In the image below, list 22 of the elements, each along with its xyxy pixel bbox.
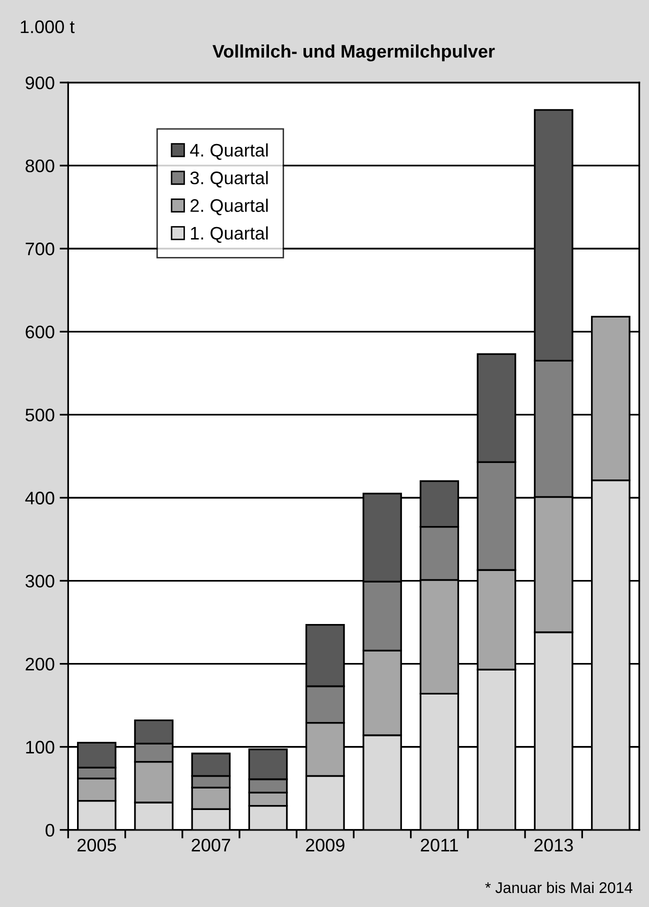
chart-title: Vollmilch- und Magermilchpulver [212,44,495,62]
legend-label: 2. Quartal [190,198,268,216]
y-tick-label: 500 [26,408,54,422]
y-tick-label: 400 [25,492,54,504]
legend-label: 1. Quartal [191,226,268,243]
legend-label: 4. Quartal [190,143,268,160]
x-tick-label: 2011 [420,838,458,852]
y-tick-label: 600 [26,326,54,338]
y-tick-label: 700 [26,242,54,256]
y-tick-label: 100 [26,740,54,754]
y-axis-title: 1.000 t [20,20,75,34]
x-tick-label: 2013 [534,838,573,852]
y-tick-label: 300 [26,574,54,588]
text: * Januar bis Mai 2014 [485,882,632,894]
x-tick-label: 2005 [78,838,116,852]
y-tick-label: 200 [26,658,54,671]
y-tick-label: 900 [26,76,54,90]
x-tick-label: 2007 [192,838,230,852]
legend-label: 3. Quartal [190,171,268,188]
x-tick-label: 2009 [306,838,344,852]
y-tick-label: 800 [26,160,54,172]
y-tick-label: 0 [46,824,54,837]
